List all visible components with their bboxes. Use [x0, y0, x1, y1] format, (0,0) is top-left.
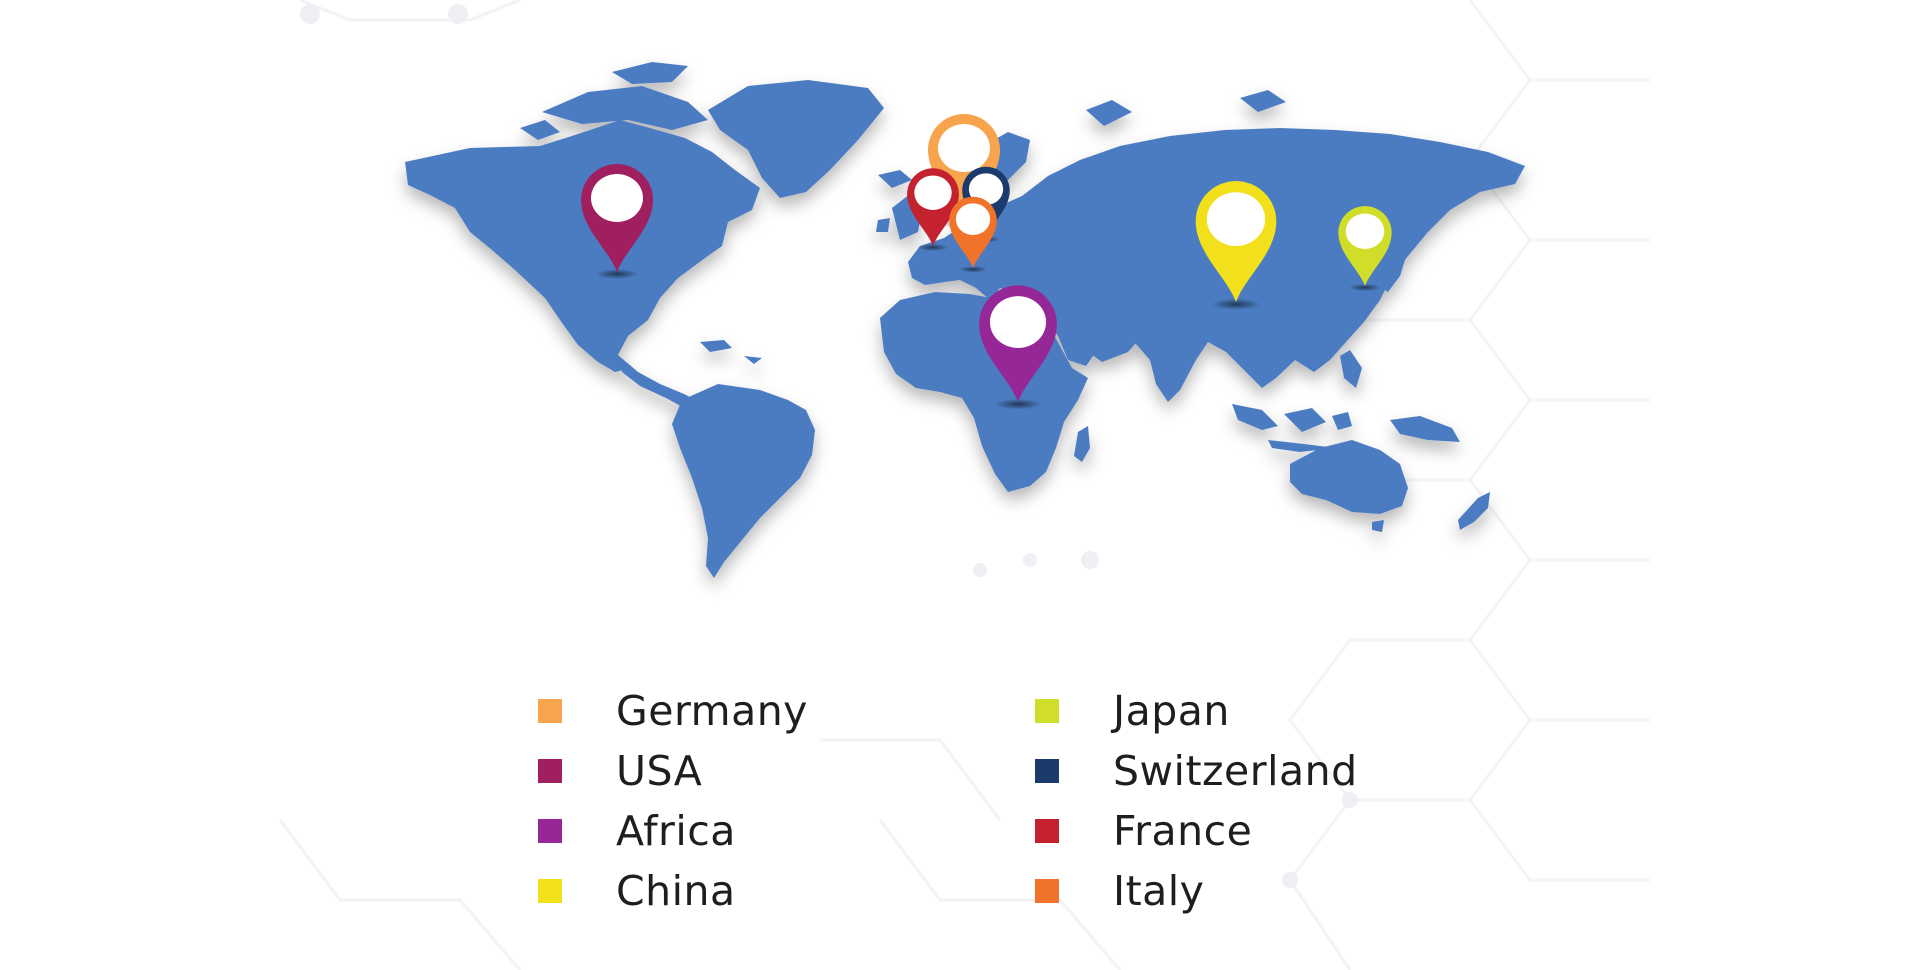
indonesia-landmass	[1232, 404, 1352, 452]
legend-label: France	[1113, 807, 1253, 855]
legend-label: China	[616, 867, 736, 915]
central-america-landmass	[618, 355, 700, 410]
africa-pin-icon	[979, 285, 1057, 410]
new-guinea-landmass	[1390, 416, 1460, 442]
caribbean-islands	[700, 340, 762, 364]
legend-item-germany: Germany	[538, 689, 808, 733]
usa-pin-icon	[581, 164, 653, 279]
legend-item-africa: Africa	[538, 809, 736, 853]
japan-pin-icon	[1338, 206, 1392, 292]
legend-item-japan: Japan	[1035, 689, 1230, 733]
legend-label: Africa	[616, 807, 736, 855]
germany-swatch	[538, 699, 562, 723]
china-pin-center	[1206, 192, 1266, 246]
arctic-island-3	[520, 120, 560, 140]
location-pins	[581, 114, 1392, 410]
severnaya-zemlya	[1240, 90, 1286, 112]
china-pin-icon	[1195, 181, 1277, 310]
usa-pin-shadow	[595, 269, 639, 279]
legend-label: Germany	[616, 687, 808, 735]
arabia-landmass	[1060, 308, 1142, 362]
legend-label: USA	[616, 747, 703, 795]
switzerland-swatch	[1035, 759, 1059, 783]
legend-label: Japan	[1113, 687, 1230, 735]
usa-pin-center	[591, 174, 643, 222]
taiwan-landmass	[1336, 322, 1346, 338]
japan-pin-center	[1345, 213, 1385, 249]
tasmania-landmass	[1372, 520, 1384, 532]
france-pin-center	[914, 175, 952, 210]
north-america-landmass	[405, 120, 760, 372]
africa-pin-shadow	[994, 398, 1042, 410]
usa-swatch	[538, 759, 562, 783]
south-america-landmass	[672, 384, 815, 578]
greenland-landmass	[708, 80, 884, 198]
arctic-islands-landmass	[542, 86, 708, 130]
philippines-landmass	[1340, 350, 1362, 388]
legend-item-switzerland: Switzerland	[1035, 749, 1358, 793]
italy-pin-center	[955, 203, 991, 235]
switzerland-pin-center	[968, 173, 1004, 205]
germany-pin-center	[938, 124, 990, 172]
africa-swatch	[538, 819, 562, 843]
legend-item-china: China	[538, 869, 736, 913]
legend-label: Italy	[1113, 867, 1205, 915]
arctic-island-2	[612, 62, 688, 84]
china-pin-shadow	[1211, 298, 1261, 310]
madagascar-landmass	[1074, 426, 1090, 462]
iceland-landmass	[878, 170, 912, 188]
legend-item-italy: Italy	[1035, 869, 1204, 913]
italy-pin-shadow	[958, 266, 988, 273]
new-zealand-landmass	[1458, 492, 1490, 530]
italy-pin-icon	[949, 196, 997, 273]
japan-landmass	[1376, 236, 1408, 292]
novaya-zemlya	[1086, 100, 1132, 126]
legend-item-usa: USA	[538, 749, 702, 793]
france-pin-icon	[907, 168, 959, 252]
africa-pin-center	[989, 296, 1047, 348]
france-pin-shadow	[917, 243, 949, 252]
france-swatch	[1035, 819, 1059, 843]
italy-swatch	[1035, 879, 1059, 903]
japan-swatch	[1035, 699, 1059, 723]
legend-label: Switzerland	[1113, 747, 1358, 795]
legend-item-france: France	[1035, 809, 1252, 853]
australia-landmass	[1290, 440, 1408, 514]
china-swatch	[538, 879, 562, 903]
japan-pin-shadow	[1348, 283, 1382, 292]
